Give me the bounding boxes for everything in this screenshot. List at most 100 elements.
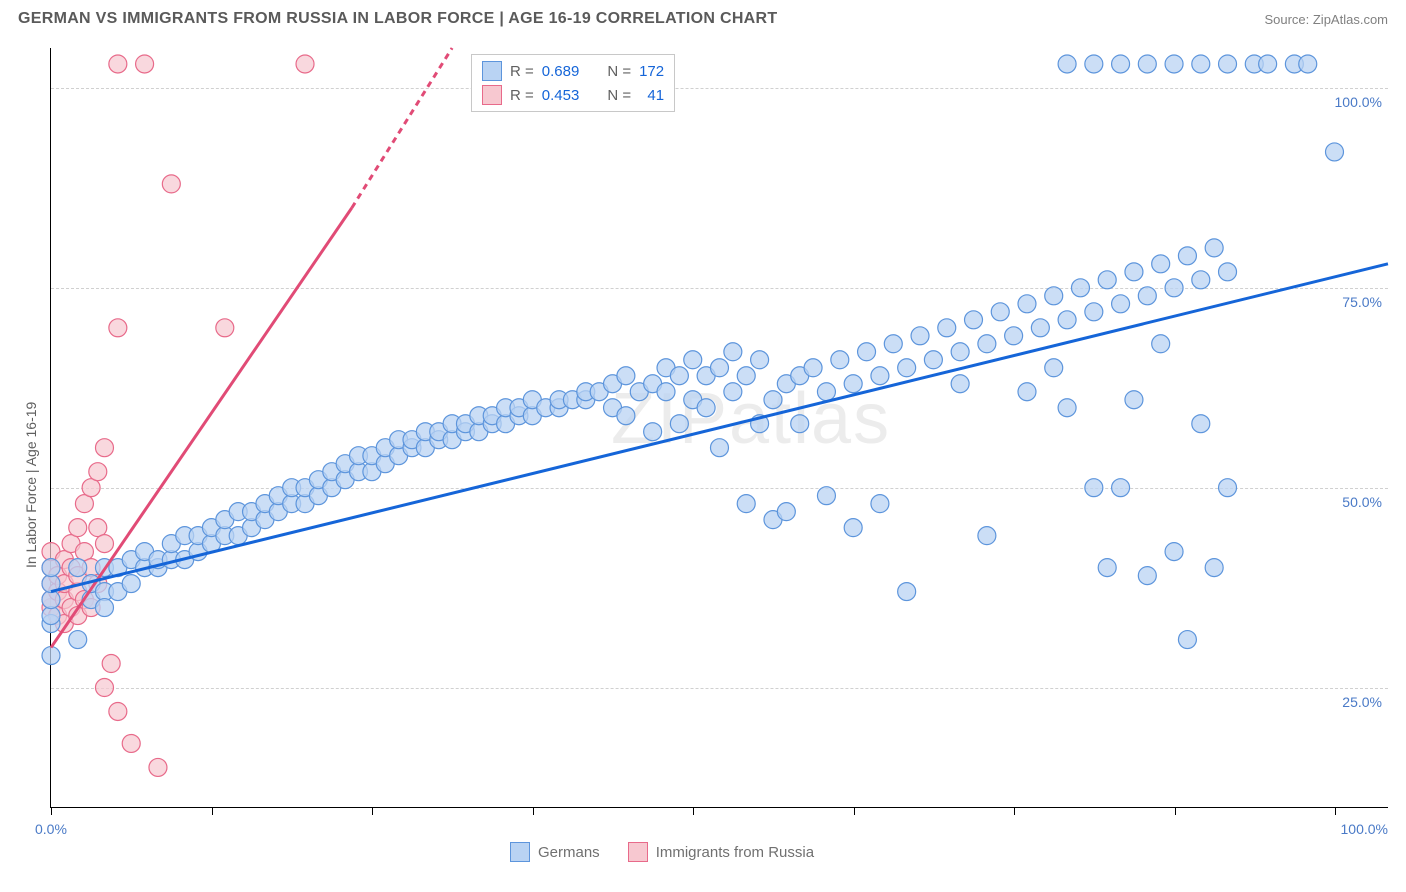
germans-point bbox=[1152, 335, 1170, 353]
scatter-plot bbox=[51, 48, 1388, 807]
germans-point bbox=[697, 399, 715, 417]
germans-point bbox=[42, 607, 60, 625]
germans-point bbox=[1018, 295, 1036, 313]
trend-line bbox=[51, 264, 1388, 592]
germans-point bbox=[724, 343, 742, 361]
germans-point bbox=[1219, 263, 1237, 281]
germans-point bbox=[817, 383, 835, 401]
russians-point bbox=[136, 55, 154, 73]
germans-point bbox=[1325, 143, 1343, 161]
germans-point bbox=[1299, 55, 1317, 73]
germans-point bbox=[1138, 287, 1156, 305]
germans-point bbox=[1165, 543, 1183, 561]
x-tick bbox=[1175, 807, 1176, 815]
trend-line bbox=[352, 48, 452, 208]
russians-point bbox=[122, 734, 140, 752]
germans-point bbox=[938, 319, 956, 337]
series-legend: Germans Immigrants from Russia bbox=[510, 842, 814, 862]
germans-point bbox=[1219, 55, 1237, 73]
germans-point bbox=[644, 423, 662, 441]
legend-swatch bbox=[510, 842, 530, 862]
germans-point bbox=[737, 495, 755, 513]
germans-point bbox=[1152, 255, 1170, 273]
source-attribution: Source: ZipAtlas.com bbox=[1264, 12, 1388, 27]
germans-point bbox=[1192, 55, 1210, 73]
russians-point bbox=[82, 479, 100, 497]
russians-point bbox=[95, 439, 113, 457]
germans-point bbox=[684, 351, 702, 369]
germans-point bbox=[884, 335, 902, 353]
germans-point bbox=[670, 415, 688, 433]
germans-point bbox=[1125, 263, 1143, 281]
germans-point bbox=[710, 439, 728, 457]
germans-point bbox=[858, 343, 876, 361]
x-axis-max-label: 100.0% bbox=[1341, 821, 1388, 837]
germans-point bbox=[122, 575, 140, 593]
germans-point bbox=[978, 335, 996, 353]
russians-point bbox=[95, 535, 113, 553]
correlation-legend: R =0.689N =172R =0.453N = 41 bbox=[471, 54, 675, 112]
germans-point bbox=[95, 599, 113, 617]
n-label: N = bbox=[607, 87, 631, 104]
germans-point bbox=[777, 503, 795, 521]
n-label: N = bbox=[607, 63, 631, 80]
chart-title: GERMAN VS IMMIGRANTS FROM RUSSIA IN LABO… bbox=[18, 10, 777, 28]
germans-point bbox=[1192, 271, 1210, 289]
germans-point bbox=[1098, 271, 1116, 289]
germans-point bbox=[42, 591, 60, 609]
russians-point bbox=[89, 463, 107, 481]
germans-point bbox=[1112, 479, 1130, 497]
legend-swatch bbox=[482, 85, 502, 105]
x-tick bbox=[693, 807, 694, 815]
x-tick bbox=[1014, 807, 1015, 815]
russians-point bbox=[102, 655, 120, 673]
germans-point bbox=[951, 343, 969, 361]
x-tick bbox=[854, 807, 855, 815]
germans-point bbox=[844, 375, 862, 393]
germans-point bbox=[42, 559, 60, 577]
germans-point bbox=[1165, 279, 1183, 297]
r-value: 0.453 bbox=[542, 87, 580, 104]
germans-point bbox=[1058, 55, 1076, 73]
russians-point bbox=[109, 55, 127, 73]
russians-point bbox=[296, 55, 314, 73]
x-tick bbox=[533, 807, 534, 815]
germans-point bbox=[1098, 559, 1116, 577]
germans-point bbox=[978, 527, 996, 545]
russians-point bbox=[95, 679, 113, 697]
legend-stat-row: R =0.453N = 41 bbox=[482, 83, 664, 107]
russians-point bbox=[75, 495, 93, 513]
germans-point bbox=[42, 647, 60, 665]
legend-item: Germans bbox=[510, 842, 600, 862]
r-value: 0.689 bbox=[542, 63, 580, 80]
germans-point bbox=[817, 487, 835, 505]
germans-point bbox=[617, 407, 635, 425]
y-axis-label: In Labor Force | Age 16-19 bbox=[23, 402, 39, 568]
germans-point bbox=[1085, 55, 1103, 73]
legend-swatch bbox=[628, 842, 648, 862]
germans-point bbox=[1259, 55, 1277, 73]
germans-point bbox=[1125, 391, 1143, 409]
russians-point bbox=[69, 519, 87, 537]
germans-point bbox=[844, 519, 862, 537]
r-label: R = bbox=[510, 63, 534, 80]
germans-point bbox=[965, 311, 983, 329]
germans-point bbox=[1138, 567, 1156, 585]
russians-point bbox=[109, 319, 127, 337]
germans-point bbox=[1085, 479, 1103, 497]
germans-point bbox=[1005, 327, 1023, 345]
legend-label: Immigrants from Russia bbox=[656, 844, 814, 861]
germans-point bbox=[1018, 383, 1036, 401]
germans-point bbox=[1045, 359, 1063, 377]
germans-point bbox=[791, 415, 809, 433]
germans-point bbox=[924, 351, 942, 369]
n-value: 41 bbox=[639, 87, 664, 104]
germans-point bbox=[751, 351, 769, 369]
russians-point bbox=[109, 702, 127, 720]
germans-point bbox=[737, 367, 755, 385]
germans-point bbox=[657, 383, 675, 401]
germans-point bbox=[804, 359, 822, 377]
germans-point bbox=[951, 375, 969, 393]
x-tick bbox=[212, 807, 213, 815]
chart-area: In Labor Force | Age 16-19 25.0%50.0%75.… bbox=[50, 48, 1388, 808]
